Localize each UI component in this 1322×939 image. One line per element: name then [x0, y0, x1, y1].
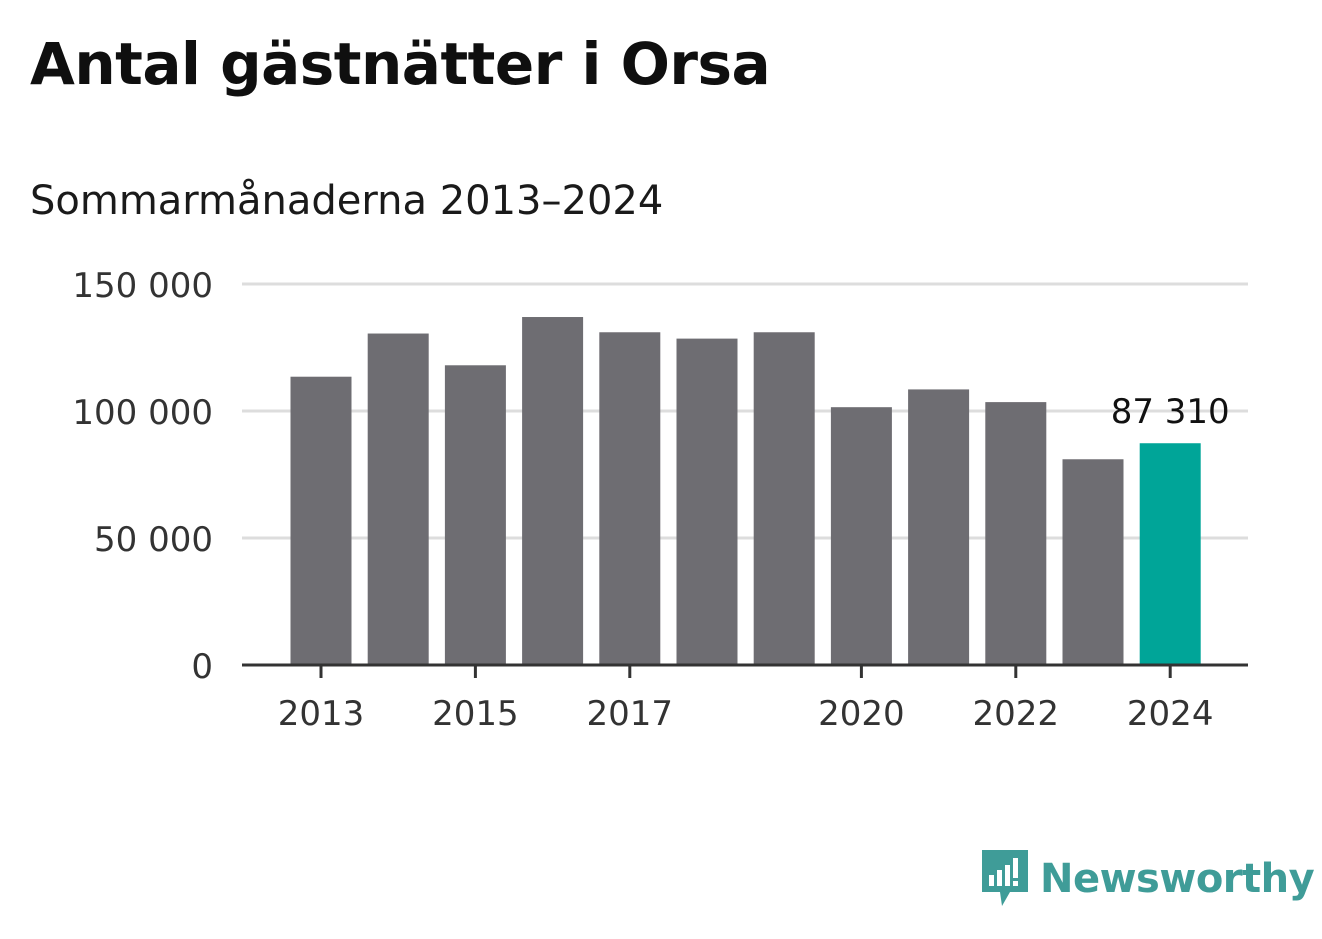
- x-tick-label: 2020: [818, 694, 905, 734]
- bar-2013: [290, 376, 352, 665]
- bar-2020: [830, 407, 892, 665]
- chart-title: Antal gästnätter i Orsa: [30, 30, 771, 98]
- labels: 0 50 000 100 000 150 000 2013 2015 2017 2020 202…: [72, 266, 1229, 734]
- x-tick-label: 2013: [278, 694, 365, 734]
- bar-2024: [1139, 443, 1201, 665]
- bar-2018: [676, 338, 738, 665]
- y-tick-label: 50 000: [94, 520, 213, 560]
- y-tick-label: 150 000: [72, 266, 213, 306]
- value-annotation: 87 310: [1111, 392, 1230, 432]
- bar-2017: [599, 332, 661, 665]
- x-axis: [242, 663, 1248, 678]
- y-tick-label: 100 000: [72, 393, 213, 433]
- x-tick-label: 2024: [1127, 694, 1214, 734]
- x-tick-label: 2017: [587, 694, 674, 734]
- newsworthy-bar-chart-logo-icon: [982, 850, 1028, 906]
- bars: [290, 317, 1201, 665]
- bar-2019: [753, 332, 815, 665]
- chart-subtitle: Sommarmånaderna 2013–2024: [30, 178, 664, 224]
- bar-2023: [1062, 459, 1124, 665]
- y-tick-label: 0: [191, 647, 213, 687]
- bar-2015: [444, 365, 506, 665]
- bar-2014: [367, 333, 429, 665]
- bar-2016: [522, 317, 584, 665]
- brand-name: Newsworthy: [1040, 856, 1315, 902]
- x-tick-label: 2022: [973, 694, 1060, 734]
- bar-2022: [985, 402, 1047, 665]
- newsworthy-logo: Newsworthy: [980, 848, 1315, 910]
- bar-2021: [908, 389, 970, 665]
- x-tick-label: 2015: [432, 694, 519, 734]
